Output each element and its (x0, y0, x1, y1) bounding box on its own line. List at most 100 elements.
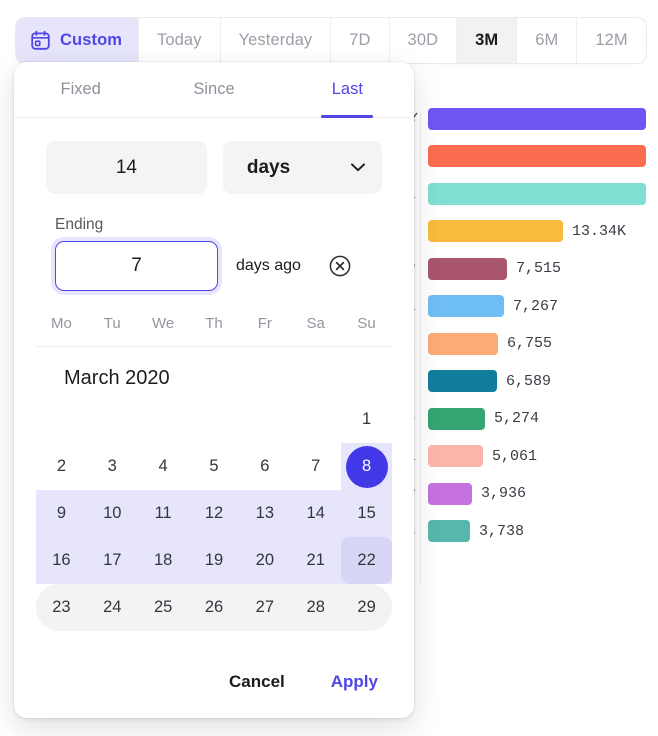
calendar-grid: 1 2 3 4 5 6 7 8 9 10 11 12 13 14 15 16 17 18 19 20 21 22 23 24 2… (36, 396, 392, 678)
calendar-day-cell[interactable]: 6 (239, 443, 290, 490)
month-title: March 2020 (64, 367, 170, 389)
calendar-day-cell[interactable]: 5 (189, 443, 240, 490)
chart-value-label: 3,936 (481, 485, 527, 503)
chart-bar[interactable] (428, 107, 646, 130)
calendar-day-number: 24 (103, 598, 122, 616)
chart-bar[interactable] (428, 520, 470, 543)
chart-bar[interactable] (428, 295, 504, 318)
range-button-today[interactable]: Today (139, 18, 221, 63)
calendar-day-cell[interactable]: 1 (341, 396, 392, 443)
calendar-day-cell[interactable]: 8 (341, 443, 392, 490)
calendar-day-cell[interactable]: 24 (87, 584, 138, 631)
calendar-day-cell[interactable]: 28 (290, 584, 341, 631)
apply-button[interactable]: Apply (330, 672, 378, 691)
date-picker-popup: Fixed Since Last 14 days Ending 7 days ago (14, 62, 414, 718)
ending-row: 7 days ago (14, 241, 414, 291)
chart-value-label: 6,589 (506, 372, 552, 390)
weekday-we: We (152, 315, 175, 332)
range-button-30d[interactable]: 30D (389, 18, 458, 63)
weekday-th: Th (205, 315, 223, 332)
calendar-day-cell[interactable]: 12 (189, 490, 240, 537)
tab-since[interactable]: Since (147, 62, 280, 117)
range-button-custom[interactable]: Custom (16, 18, 140, 63)
ending-input[interactable]: 7 (55, 241, 218, 291)
popup-actions: Cancel Apply (14, 646, 414, 718)
calendar-day-cell[interactable]: 10 (87, 490, 138, 537)
tab-last[interactable]: Last (281, 62, 414, 117)
range-button-yesterday[interactable]: Yesterday (220, 18, 332, 63)
calendar-day-number: 22 (357, 551, 376, 569)
calendar-day-cell[interactable]: 25 (138, 584, 189, 631)
calendar-day-cell[interactable]: 18 (138, 537, 189, 584)
calendar-day-number: 5 (209, 457, 219, 475)
calendar-day-cell[interactable]: 27 (239, 584, 290, 631)
calendar-day-cell[interactable]: 14 (290, 490, 341, 537)
range-button-6m[interactable]: 6M (517, 18, 578, 63)
chart-bar[interactable] (428, 482, 472, 505)
calendar-cell-empty (87, 396, 138, 443)
calendar-day-cell[interactable]: 7 (290, 443, 341, 490)
chart-bar[interactable] (428, 370, 497, 393)
calendar-day-number: 28 (306, 598, 325, 616)
calendar-day-cell[interactable]: 9 (36, 490, 87, 537)
amount-input[interactable]: 14 (46, 141, 207, 194)
calendar-day-cell[interactable]: 19 (189, 537, 240, 584)
calendar-day-number: 23 (52, 598, 71, 616)
range-button-3m[interactable]: 3M (457, 18, 518, 63)
chart-bar[interactable] (428, 182, 646, 205)
clear-circle-x-icon[interactable] (329, 255, 351, 277)
calendar-cell-empty (138, 396, 189, 443)
calendar-day-number: 1 (361, 410, 372, 428)
calendar-day-cell[interactable]: 26 (189, 584, 240, 631)
weekday-fr: Fr (257, 315, 272, 332)
chart-bar[interactable] (428, 407, 485, 430)
calendar-day-cell[interactable]: 3 (87, 443, 138, 490)
calendar-day-cell[interactable]: 23 (36, 584, 87, 631)
calendar-day-cell[interactable]: 17 (87, 537, 138, 584)
calendar-day-cell[interactable]: 15 (341, 490, 392, 537)
calendar-day-cell[interactable]: 21 (290, 537, 341, 584)
chart-bar-wrap (428, 145, 655, 168)
chart-bar[interactable] (428, 220, 563, 243)
unit-select[interactable]: days (222, 141, 382, 194)
weekday-header: Mo Tu We Th Fr Sa Su (36, 315, 392, 347)
cancel-button[interactable]: Cancel (229, 672, 285, 691)
range-button-12m[interactable]: 12M (577, 18, 646, 63)
calendar-week-row: 16 17 18 19 20 21 22 (36, 537, 392, 584)
calendar-day-number: 10 (103, 504, 122, 522)
calendar-day-number: 4 (158, 457, 168, 475)
calendar-day-cell[interactable]: 4 (138, 443, 189, 490)
range-button-label: 3M (475, 31, 499, 49)
calendar-cell-empty (290, 396, 341, 443)
calendar-day-cell[interactable]: 29 (341, 584, 392, 631)
chevron-check-icon: ✓ (409, 109, 420, 124)
tab-fixed[interactable]: Fixed (14, 62, 147, 117)
calendar-day-cell[interactable]: 22 (341, 537, 392, 584)
calendar-day-number: 19 (204, 551, 224, 569)
chart-bar-wrap: 13.34K (428, 220, 626, 243)
calendar-day-cell[interactable]: 11 (138, 490, 189, 537)
calendar-icon (31, 30, 50, 50)
calendar-day-number: 12 (204, 504, 224, 522)
calendar-day-number: 9 (56, 504, 67, 522)
range-button-label: Custom (60, 31, 123, 49)
weekday-su: Su (357, 315, 376, 332)
calendar-day-cell[interactable]: 2 (36, 443, 87, 490)
chart-bar[interactable] (428, 257, 507, 280)
calendar-cell-empty (36, 396, 87, 443)
weekday-tu: Tu (103, 315, 121, 332)
chart-bar[interactable] (428, 445, 483, 468)
calendar-day-cell[interactable]: 16 (36, 537, 87, 584)
calendar-day-cell[interactable]: 13 (239, 490, 290, 537)
range-button-7d[interactable]: 7D (331, 18, 390, 63)
chart-bar-wrap (428, 182, 655, 205)
chart-bar[interactable] (428, 332, 498, 355)
chart-bar[interactable] (428, 145, 646, 168)
calendar-cell-empty (239, 396, 290, 443)
calendar-day-cell[interactable]: 20 (239, 537, 290, 584)
calendar-day-number: 15 (357, 504, 376, 522)
chart-value-label: 6,755 (507, 335, 553, 353)
last-duration-row: 14 days (14, 118, 414, 194)
calendar-day-number: 21 (306, 551, 325, 569)
ending-label: Ending (55, 216, 104, 233)
